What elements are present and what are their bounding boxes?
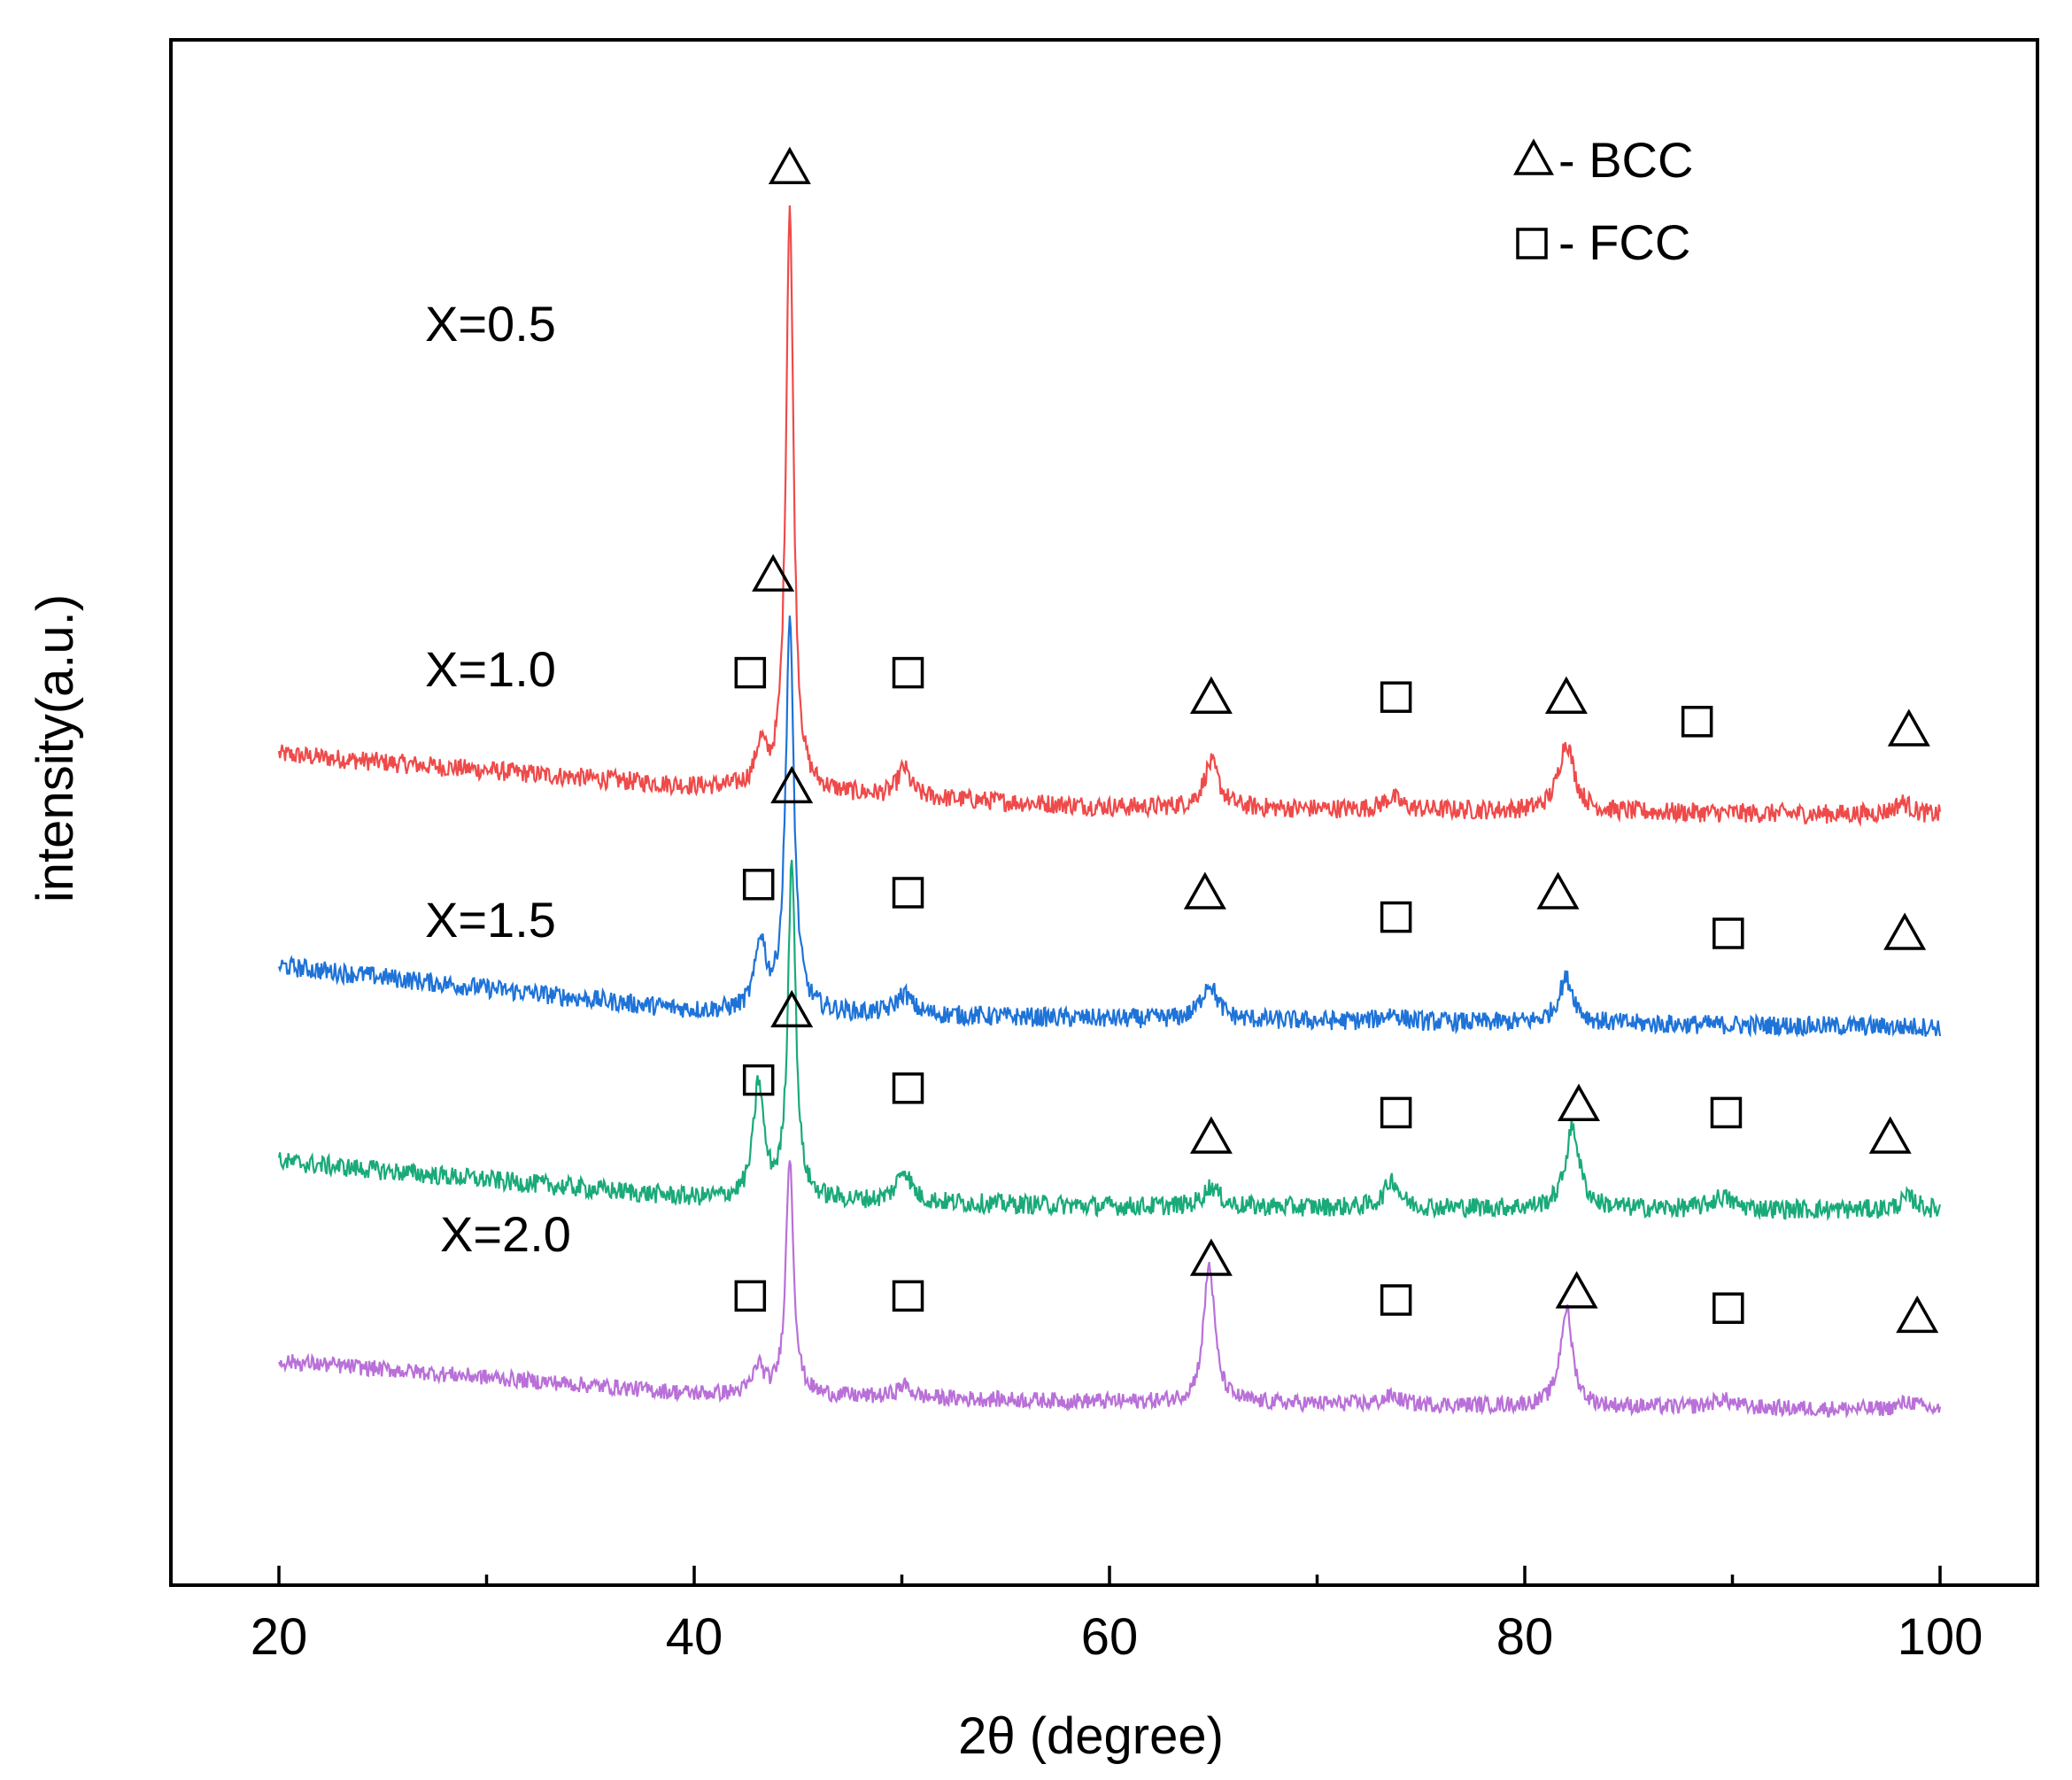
fcc-square-marker [734, 1280, 767, 1312]
fcc-square-marker [892, 877, 924, 909]
series-label-2: X=1.5 [425, 892, 556, 948]
x-axis-title: 2θ (degree) [958, 1707, 1224, 1765]
x-tick-label: 40 [666, 1608, 723, 1666]
bcc-triangle-marker [1189, 676, 1233, 714]
series-line-0 [277, 205, 1942, 827]
bcc-triangle-marker [1189, 1116, 1233, 1154]
series-label-0: X=0.5 [425, 296, 556, 352]
legend: - BCC - FCC [1513, 132, 1693, 270]
fcc-square-marker [1380, 901, 1412, 933]
fcc-square-marker [892, 1280, 924, 1312]
bcc-triangle-marker [1544, 676, 1588, 714]
x-tick-label: 80 [1496, 1608, 1554, 1666]
bcc-triangle-marker [1868, 1116, 1912, 1154]
fcc-square-marker [892, 656, 924, 689]
x-tick-label: 20 [251, 1608, 308, 1666]
phase-markers [734, 146, 1939, 1334]
legend-bcc-label: - BCC [1558, 132, 1693, 188]
series-layer [277, 205, 1942, 1419]
bcc-triangle-marker [1189, 1238, 1233, 1276]
fcc-square-marker [1681, 706, 1713, 738]
plot-frame [169, 38, 2039, 1587]
fcc-square-marker [1380, 681, 1412, 713]
fcc-square-marker [742, 869, 775, 901]
fcc-square-marker [1380, 1284, 1412, 1316]
fcc-square-marker [1710, 1096, 1743, 1129]
x-axis-ticks: 20 40 60 80 100 [251, 1566, 1983, 1666]
bcc-triangle-marker [1536, 871, 1580, 909]
series-line-1 [277, 615, 1942, 1038]
fcc-square-marker [1380, 1096, 1412, 1129]
bcc-triangle-marker [1555, 1271, 1598, 1309]
fcc-square-marker [892, 1072, 924, 1104]
bcc-triangle-marker [1557, 1083, 1600, 1121]
bcc-triangle-marker [1887, 708, 1930, 747]
x-tick-label: 60 [1081, 1608, 1139, 1666]
fcc-square-marker [742, 1064, 775, 1096]
bcc-triangle-marker [770, 765, 814, 804]
series-line-2 [277, 859, 1942, 1221]
bcc-triangle-marker [770, 989, 814, 1028]
bcc-triangle-marker [1896, 1295, 1939, 1334]
legend-fcc-label: - FCC [1558, 214, 1690, 270]
series-line-3 [277, 1160, 1942, 1419]
series-label-1: X=1.0 [425, 641, 556, 697]
fcc-square-marker [734, 656, 767, 689]
bcc-triangle-marker [752, 553, 795, 592]
fcc-square-marker [1712, 1292, 1744, 1324]
x-tick-label: 100 [1898, 1608, 1983, 1666]
bcc-triangle-marker [768, 146, 811, 184]
bcc-triangle-marker [1883, 912, 1927, 950]
y-axis-title: intensity(a.u.) [27, 594, 84, 902]
series-label-3: X=2.0 [440, 1206, 571, 1262]
fcc-square-marker [1712, 917, 1744, 949]
legend-bcc-triangle-icon [1513, 138, 1554, 175]
legend-fcc-square-icon [1516, 228, 1548, 259]
bcc-triangle-marker [1183, 871, 1226, 909]
